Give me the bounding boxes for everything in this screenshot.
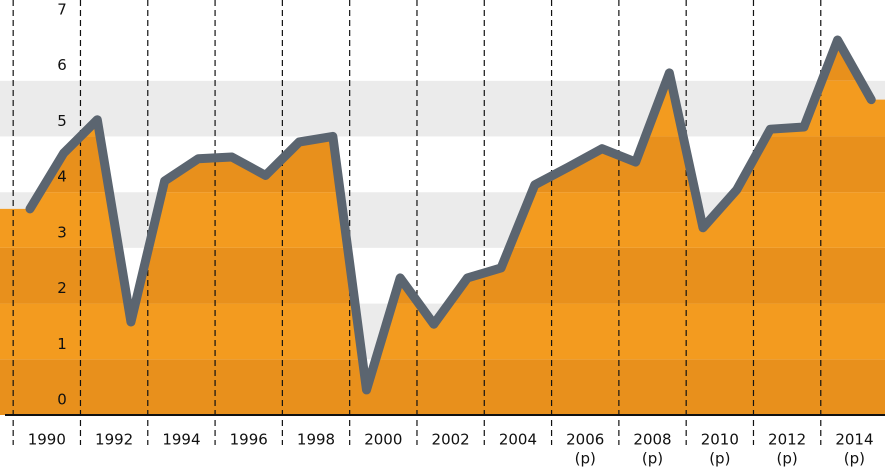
x-tick-label: 1992 bbox=[95, 431, 133, 449]
x-tick-label: 1998 bbox=[297, 431, 335, 449]
x-tick-note: (p) bbox=[777, 450, 798, 468]
x-tick-label: 2012 bbox=[768, 431, 806, 449]
y-tick-label: 7 bbox=[57, 1, 67, 19]
x-tick-note: (p) bbox=[575, 450, 596, 468]
x-tick-label: 2000 bbox=[364, 431, 402, 449]
y-tick-label: 1 bbox=[57, 335, 67, 353]
y-tick-label: 6 bbox=[57, 56, 67, 74]
x-tick-label: 2014 bbox=[835, 431, 873, 449]
x-tick-label: 2010 bbox=[701, 431, 739, 449]
y-tick-label: 4 bbox=[57, 168, 67, 186]
x-tick-label: 2006 bbox=[566, 431, 604, 449]
chart: 0 1 2 3 4 5 6 7 1990 1992 1994 1996 1998 2000 2002 2004… bbox=[0, 0, 885, 472]
x-tick-note: (p) bbox=[709, 450, 730, 468]
x-tick-label: 2002 bbox=[432, 431, 470, 449]
x-tick-note: (p) bbox=[844, 450, 865, 468]
x-tick-label: 1994 bbox=[162, 431, 200, 449]
y-tick-label: 3 bbox=[57, 223, 67, 241]
y-tick-label: 2 bbox=[57, 279, 67, 297]
x-tick-label: 1996 bbox=[230, 431, 268, 449]
grid-band bbox=[0, 25, 885, 81]
x-tick-label: 2008 bbox=[633, 431, 671, 449]
x-tick-label: 2004 bbox=[499, 431, 537, 449]
area-band bbox=[0, 359, 885, 415]
x-tick-label: 1990 bbox=[28, 431, 66, 449]
y-tick-label: 0 bbox=[57, 391, 67, 409]
y-tick-label: 5 bbox=[57, 112, 67, 130]
grid-band bbox=[0, 81, 885, 137]
x-tick-note: (p) bbox=[642, 450, 663, 468]
